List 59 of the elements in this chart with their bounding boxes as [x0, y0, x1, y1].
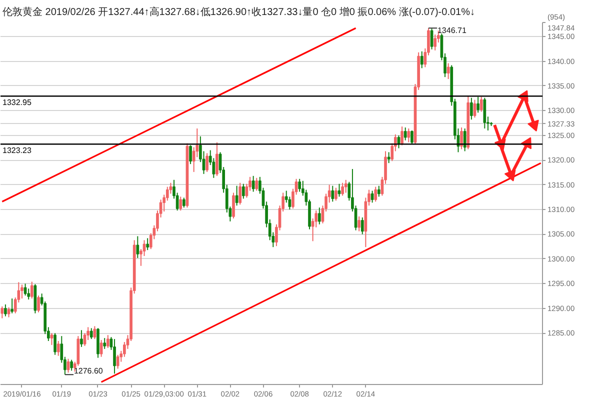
candlestick: [70, 359, 73, 372]
candlestick: [182, 197, 186, 208]
candlestick: [334, 187, 338, 202]
candlestick: [480, 96, 483, 112]
candlestick: [242, 183, 245, 200]
candlestick: [360, 216, 364, 235]
annotation: 1346.71: [437, 26, 467, 36]
candlestick: [0, 306, 4, 319]
ref-line-label: 1332.95: [2, 98, 32, 108]
candlestick: [318, 207, 321, 225]
candlestick: [20, 284, 24, 299]
candlestick: [113, 338, 116, 374]
candlestick: [238, 182, 242, 206]
candlestick: [50, 332, 54, 346]
candlestick: [404, 126, 407, 141]
candlestick: [54, 332, 56, 356]
candlestick: [179, 196, 182, 212]
candlestick: [93, 326, 96, 340]
candlestick: [298, 178, 302, 192]
candlestick: [232, 192, 235, 219]
candlestick: [387, 152, 390, 164]
candlestick: [80, 330, 83, 348]
candlestick: [374, 186, 378, 202]
candlestick: [30, 281, 34, 299]
candlestick: [216, 142, 218, 176]
candlestick: [410, 130, 414, 145]
candlestick: [344, 179, 348, 194]
candlestick: [255, 177, 258, 192]
candlestick: [206, 152, 208, 172]
candlestick: [37, 295, 40, 313]
candlestick: [189, 144, 192, 165]
candlestick: [476, 96, 480, 114]
candlestick: [103, 338, 106, 350]
candlestick: [146, 238, 149, 251]
candlestick: [136, 236, 140, 258]
candlestick: [483, 97, 486, 129]
candlestick: [106, 334, 110, 348]
candlestick: [434, 34, 437, 51]
candlestick: [90, 328, 93, 340]
candlestick: [377, 185, 380, 198]
candlestick: [470, 97, 473, 120]
candlestick: [460, 126, 463, 150]
point: [528, 120, 539, 132]
candlestick: [400, 126, 404, 146]
candlestick: [56, 340, 60, 356]
candlestick: [420, 50, 424, 69]
candlestick: [100, 340, 103, 358]
annotation: 1276.60: [74, 366, 104, 376]
chart-title: 伦敦黄金 2019/02/26 开1327.44↑高1327.68↓低1326.90↑收1327.33↓量0 仓0 增0 振0.06% 涨(-0.07)-0.01%↓: [2, 6, 475, 18]
candlestick: [331, 185, 334, 202]
candlestick: [463, 128, 466, 152]
candlestick: [430, 28, 434, 50]
candlestick: [358, 216, 361, 232]
candlestick: [24, 283, 27, 296]
candlestick: [10, 298, 14, 314]
candlestick: [407, 128, 410, 143]
ref-line-label: 1323.23: [2, 146, 32, 156]
candlestick: [341, 182, 344, 196]
candlestick: [4, 304, 7, 317]
